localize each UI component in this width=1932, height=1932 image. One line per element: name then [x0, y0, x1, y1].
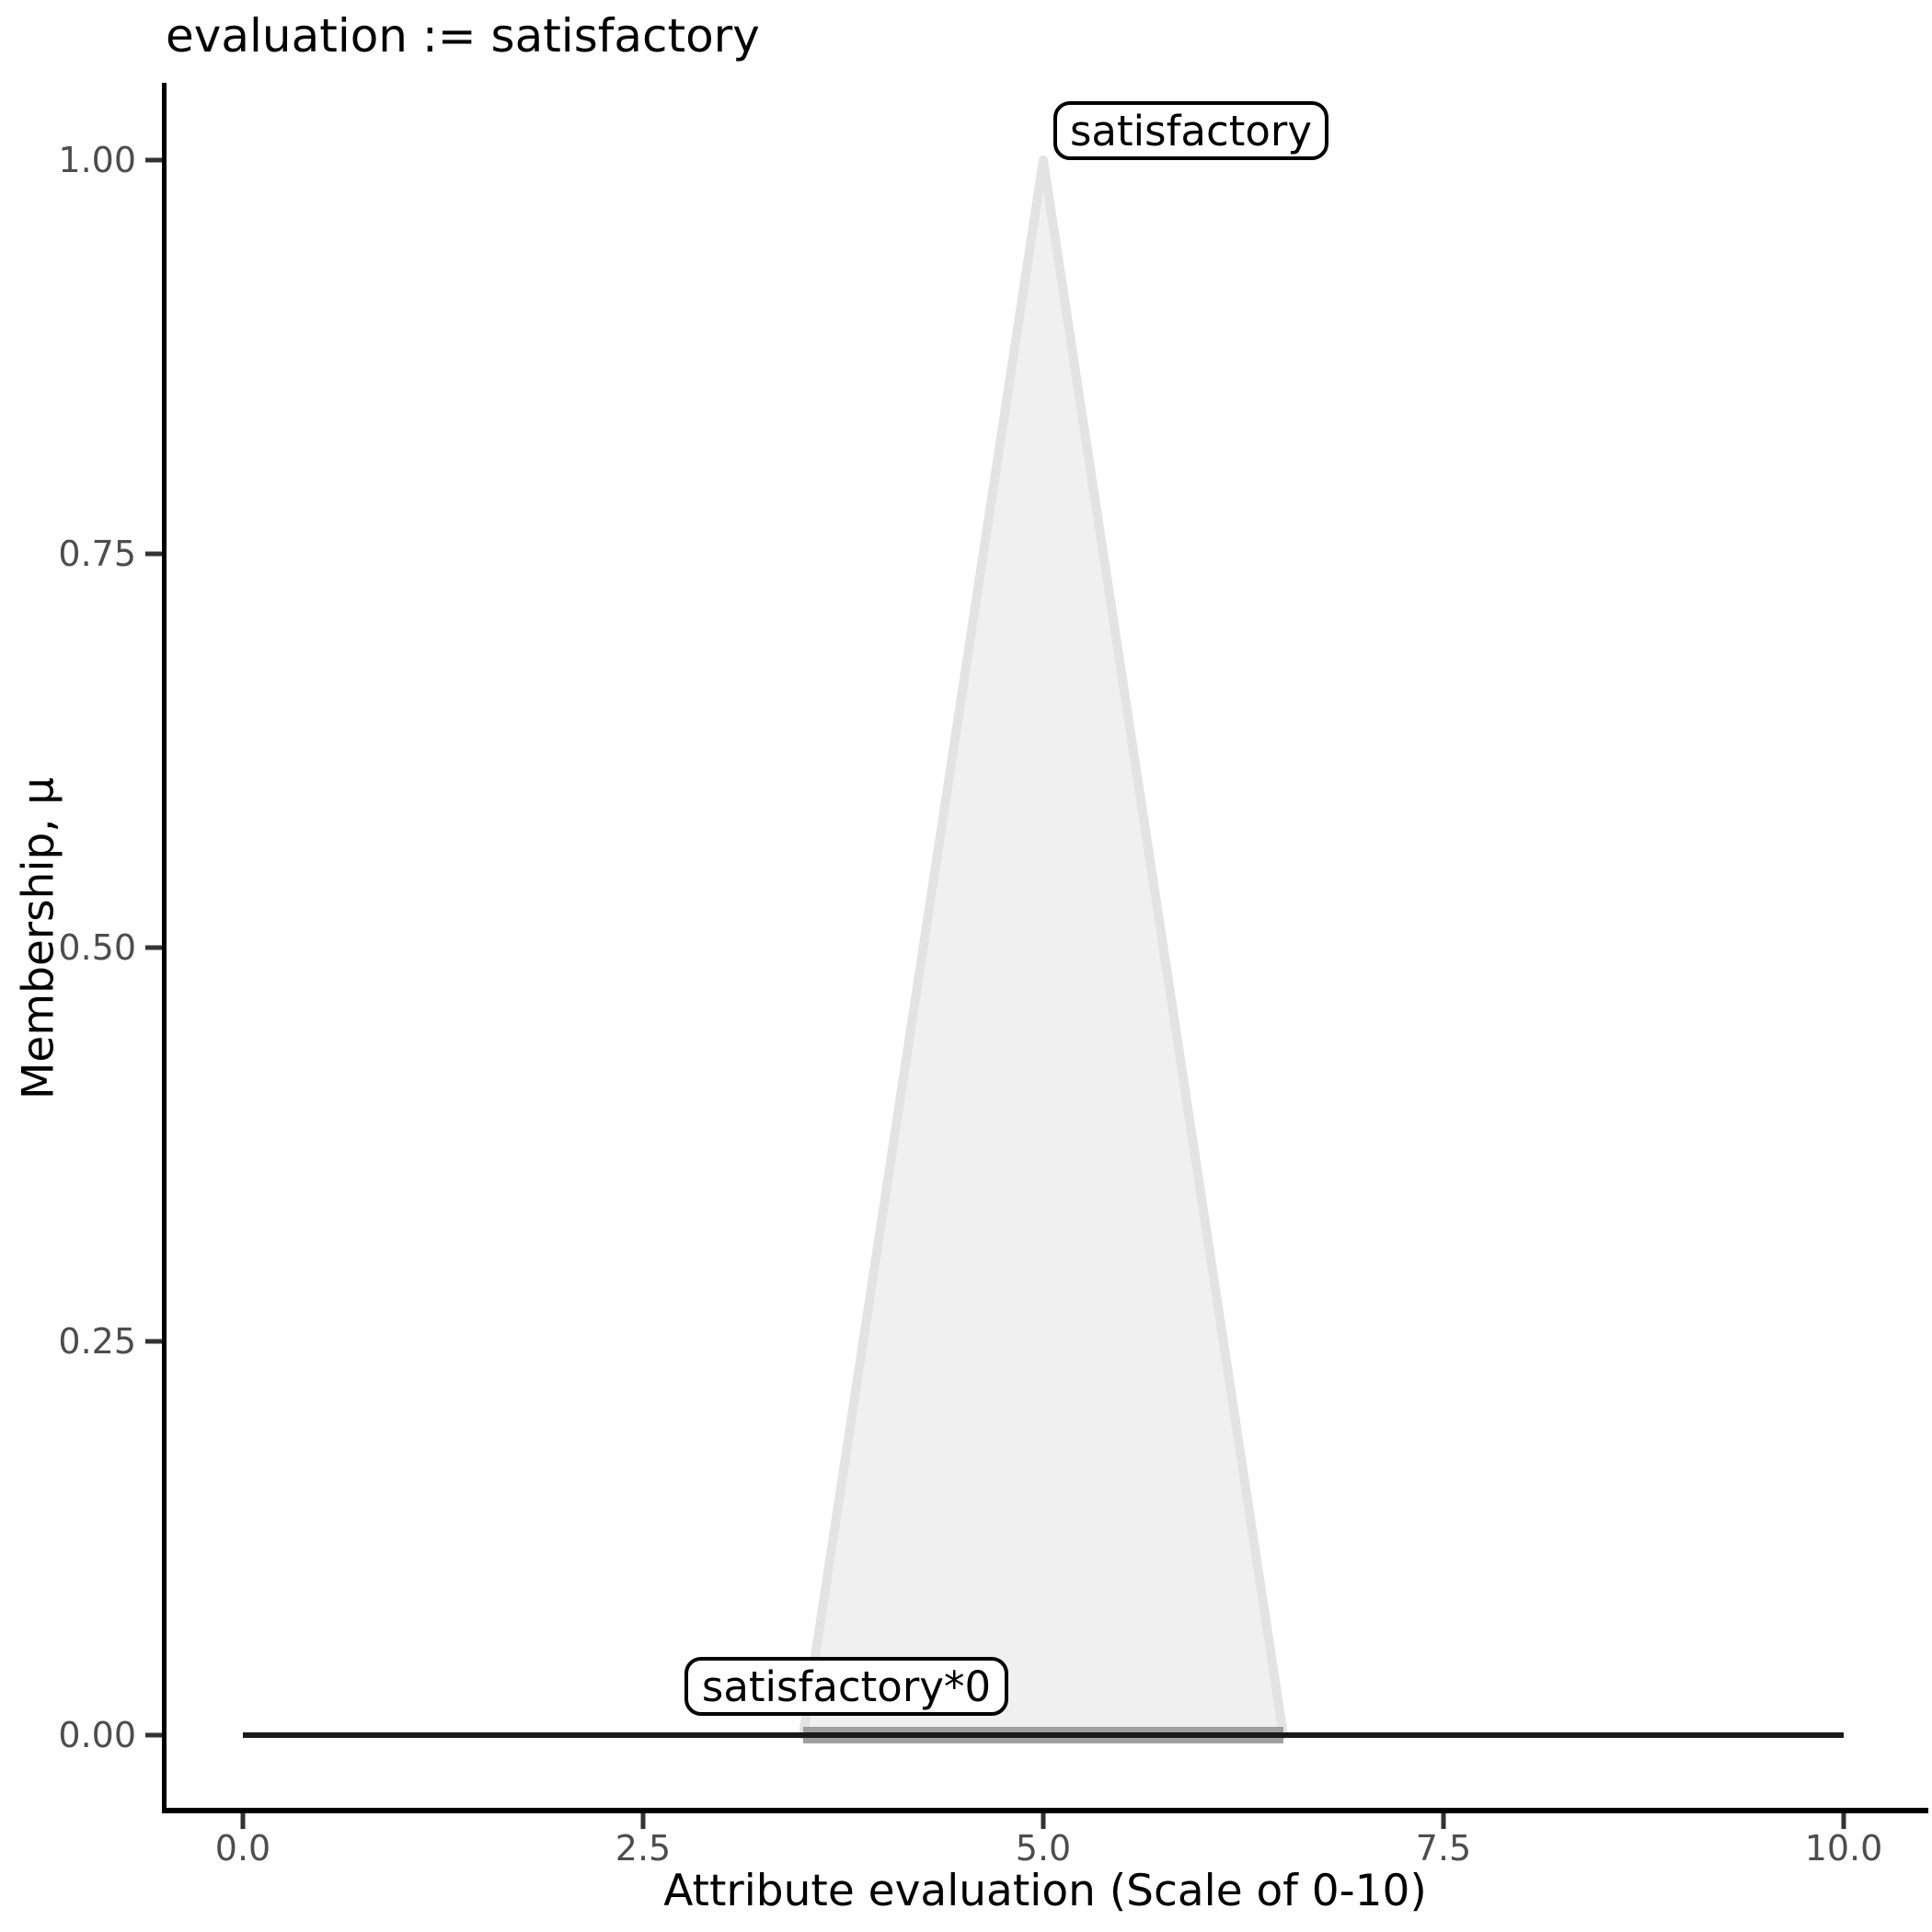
y-tick-label: 0.25: [58, 1321, 136, 1362]
label-box-satisfactory-times-0-text: satisfactory*0: [701, 1662, 992, 1711]
x-tick-label: 5.0: [1016, 1828, 1071, 1869]
x-axis-title: Attribute evaluation (Scale of 0-10): [663, 1866, 1427, 1916]
x-tick-label: 10.0: [1805, 1828, 1883, 1869]
x-ticks: 0.0 2.5 5.0 7.5 10.0: [215, 1813, 1883, 1869]
x-tick-label: 7.5: [1416, 1828, 1471, 1869]
axes-layer: [162, 83, 1928, 1813]
series-satisfactory: [799, 155, 1288, 1740]
y-tick-label: 0.75: [58, 534, 136, 574]
y-tick-label: 1.00: [58, 140, 136, 180]
x-tick-label: 2.5: [615, 1828, 671, 1869]
y-tick-label: 0.50: [58, 927, 136, 968]
y-axis-title: Membership, μ: [13, 776, 64, 1100]
y-ticks: 0.00 0.25 0.50 0.75 1.00: [58, 140, 162, 1755]
series-layer: [243, 155, 1844, 1743]
label-box-satisfactory-text: satisfactory: [1069, 106, 1313, 155]
label-box-satisfactory-times-0: satisfactory*0: [684, 1657, 1008, 1716]
chart-title: evaluation := satisfactory: [166, 9, 760, 63]
y-tick-label: 0.00: [58, 1715, 136, 1755]
label-box-satisfactory: satisfactory: [1053, 101, 1328, 160]
x-tick-label: 0.0: [215, 1828, 270, 1869]
